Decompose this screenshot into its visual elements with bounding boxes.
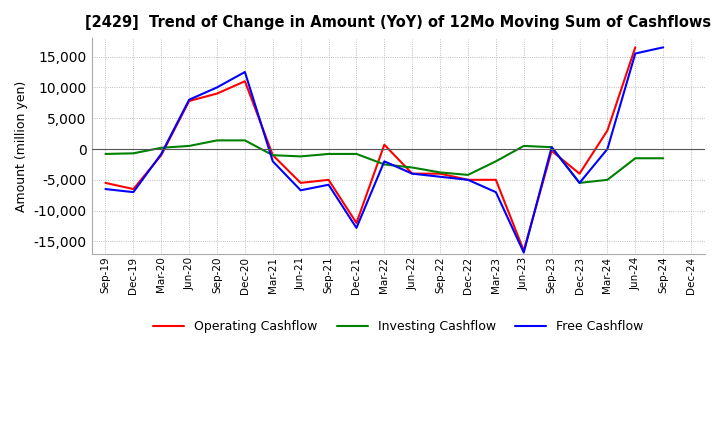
Operating Cashflow bbox=[129, 187, 138, 192]
Free Cashflow bbox=[102, 187, 110, 192]
Free Cashflow bbox=[352, 225, 361, 231]
Free Cashflow bbox=[129, 190, 138, 195]
Free Cashflow bbox=[575, 180, 584, 186]
Investing Cashflow bbox=[659, 156, 667, 161]
Investing Cashflow bbox=[436, 170, 444, 175]
Investing Cashflow bbox=[102, 151, 110, 157]
Investing Cashflow bbox=[352, 151, 361, 157]
Operating Cashflow bbox=[547, 148, 556, 154]
Free Cashflow bbox=[269, 159, 277, 164]
Operating Cashflow bbox=[269, 153, 277, 158]
Free Cashflow bbox=[519, 250, 528, 255]
Operating Cashflow bbox=[102, 180, 110, 186]
Line: Investing Cashflow: Investing Cashflow bbox=[106, 140, 663, 183]
Operating Cashflow bbox=[519, 248, 528, 253]
Operating Cashflow bbox=[352, 220, 361, 226]
Investing Cashflow bbox=[212, 138, 221, 143]
Operating Cashflow bbox=[297, 180, 305, 186]
Investing Cashflow bbox=[185, 143, 194, 149]
Legend: Operating Cashflow, Investing Cashflow, Free Cashflow: Operating Cashflow, Investing Cashflow, … bbox=[148, 315, 648, 338]
Investing Cashflow bbox=[157, 145, 166, 150]
Operating Cashflow bbox=[464, 177, 472, 183]
Free Cashflow bbox=[464, 177, 472, 183]
Investing Cashflow bbox=[603, 177, 612, 183]
Operating Cashflow bbox=[157, 153, 166, 158]
Free Cashflow bbox=[631, 51, 639, 56]
Investing Cashflow bbox=[297, 154, 305, 159]
Operating Cashflow bbox=[492, 177, 500, 183]
Title: [2429]  Trend of Change in Amount (YoY) of 12Mo Moving Sum of Cashflows: [2429] Trend of Change in Amount (YoY) o… bbox=[85, 15, 711, 30]
Free Cashflow bbox=[436, 174, 444, 180]
Operating Cashflow bbox=[324, 177, 333, 183]
Operating Cashflow bbox=[631, 45, 639, 50]
Free Cashflow bbox=[157, 151, 166, 157]
Free Cashflow bbox=[324, 182, 333, 187]
Free Cashflow bbox=[659, 45, 667, 50]
Investing Cashflow bbox=[547, 144, 556, 150]
Operating Cashflow bbox=[603, 128, 612, 133]
Free Cashflow bbox=[492, 190, 500, 195]
Investing Cashflow bbox=[324, 151, 333, 157]
Investing Cashflow bbox=[408, 165, 417, 170]
Free Cashflow bbox=[408, 171, 417, 176]
Investing Cashflow bbox=[464, 172, 472, 177]
Investing Cashflow bbox=[269, 153, 277, 158]
Investing Cashflow bbox=[240, 138, 249, 143]
Investing Cashflow bbox=[519, 143, 528, 149]
Operating Cashflow bbox=[380, 142, 389, 147]
Investing Cashflow bbox=[631, 156, 639, 161]
Line: Operating Cashflow: Operating Cashflow bbox=[106, 48, 635, 251]
Operating Cashflow bbox=[408, 171, 417, 176]
Investing Cashflow bbox=[575, 180, 584, 186]
Free Cashflow bbox=[297, 187, 305, 193]
Operating Cashflow bbox=[240, 79, 249, 84]
Operating Cashflow bbox=[185, 98, 194, 103]
Line: Free Cashflow: Free Cashflow bbox=[106, 48, 663, 253]
Free Cashflow bbox=[240, 70, 249, 75]
Y-axis label: Amount (million yen): Amount (million yen) bbox=[15, 81, 28, 212]
Free Cashflow bbox=[380, 159, 389, 164]
Operating Cashflow bbox=[212, 91, 221, 96]
Investing Cashflow bbox=[129, 150, 138, 156]
Free Cashflow bbox=[212, 85, 221, 90]
Operating Cashflow bbox=[575, 171, 584, 176]
Operating Cashflow bbox=[436, 171, 444, 176]
Free Cashflow bbox=[603, 147, 612, 152]
Free Cashflow bbox=[547, 144, 556, 150]
Investing Cashflow bbox=[380, 162, 389, 167]
Investing Cashflow bbox=[492, 159, 500, 164]
Free Cashflow bbox=[185, 97, 194, 103]
